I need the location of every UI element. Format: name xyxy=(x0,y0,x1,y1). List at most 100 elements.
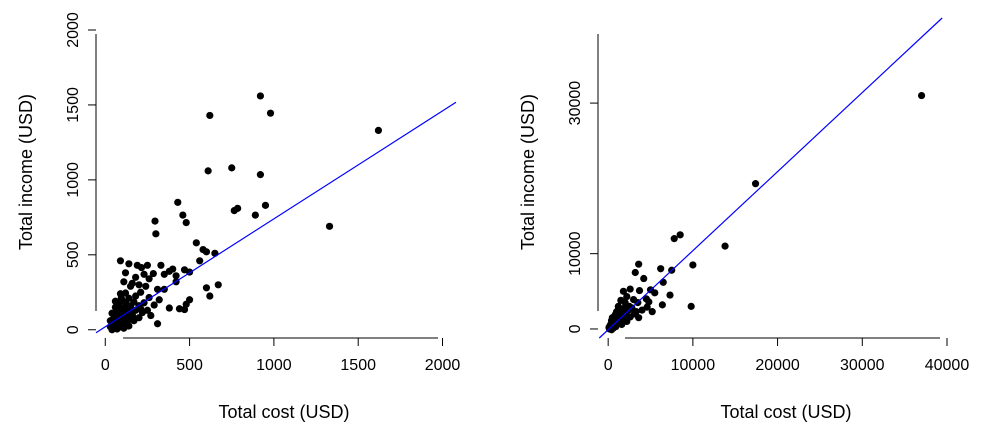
data-point xyxy=(256,92,265,100)
data-point xyxy=(659,278,667,286)
y-tick-label: 1000 xyxy=(65,162,82,198)
data-point xyxy=(150,301,158,309)
data-point xyxy=(125,260,133,268)
right-fit xyxy=(598,17,943,339)
data-point xyxy=(666,291,674,299)
data-point xyxy=(143,306,152,314)
data-point xyxy=(120,278,128,286)
data-point xyxy=(137,288,145,296)
data-point xyxy=(151,217,159,225)
x-tick-label: 0 xyxy=(101,357,110,374)
data-point xyxy=(325,222,334,230)
data-point xyxy=(172,272,180,280)
regression-line xyxy=(95,101,457,334)
data-point xyxy=(153,285,162,293)
data-point xyxy=(651,289,659,297)
data-point xyxy=(230,206,238,215)
x-tick-label: 30000 xyxy=(840,357,885,374)
data-point xyxy=(117,294,125,302)
data-point xyxy=(228,164,236,172)
data-point xyxy=(626,285,634,293)
data-point xyxy=(180,305,189,314)
data-point xyxy=(631,268,639,277)
data-point xyxy=(640,274,648,283)
data-point xyxy=(180,266,189,274)
data-point xyxy=(149,269,157,278)
right-panel: 0 10000 30000 0 10000 20000 30000 40000 Total … xyxy=(518,17,969,422)
data-point xyxy=(143,261,152,269)
data-point xyxy=(132,292,140,300)
y-tick-label: 10000 xyxy=(567,231,584,276)
x-tick-label: 1000 xyxy=(256,357,292,374)
data-point xyxy=(108,326,116,334)
data-point xyxy=(670,235,678,243)
x-tick-label: 1500 xyxy=(340,357,376,374)
data-point xyxy=(206,111,214,120)
data-point xyxy=(211,249,219,257)
data-point xyxy=(204,167,212,175)
y-tick-label: 0 xyxy=(65,325,82,334)
data-point xyxy=(658,301,666,309)
data-point xyxy=(114,302,122,310)
data-point xyxy=(132,273,140,281)
data-point xyxy=(152,230,160,238)
regression-line xyxy=(598,17,943,339)
data-point xyxy=(182,218,190,227)
data-point xyxy=(174,198,182,206)
data-point xyxy=(121,269,130,277)
data-point xyxy=(266,109,275,117)
left-x-ticks: 0 500 1000 1500 2000 xyxy=(101,338,461,374)
data-point xyxy=(123,302,131,310)
data-point xyxy=(689,261,697,269)
data-point xyxy=(623,292,631,301)
x-tick-label: 20000 xyxy=(755,357,800,374)
data-point xyxy=(751,180,760,188)
data-point xyxy=(917,91,926,100)
data-point xyxy=(374,126,383,135)
data-point xyxy=(129,313,137,321)
y-tick-label: 500 xyxy=(65,241,82,268)
right-points xyxy=(605,91,926,334)
data-point xyxy=(638,306,646,314)
data-point xyxy=(608,314,617,322)
data-point xyxy=(261,201,270,209)
data-point xyxy=(157,261,165,269)
data-point xyxy=(635,314,643,322)
right-y-axis-label: Total income (USD) xyxy=(518,94,538,250)
data-point xyxy=(135,281,143,289)
y-tick-label: 2000 xyxy=(65,12,82,48)
data-point xyxy=(645,298,653,306)
x-tick-label: 0 xyxy=(604,357,613,374)
right-x-ticks: 0 10000 20000 30000 40000 xyxy=(604,338,969,374)
data-point xyxy=(192,239,200,247)
data-point xyxy=(116,317,125,326)
data-point xyxy=(206,292,214,300)
data-point xyxy=(179,211,187,219)
y-tick-label: 1500 xyxy=(65,87,82,123)
data-point xyxy=(721,242,729,250)
left-y-axis-label: Total income (USD) xyxy=(16,94,36,250)
data-point xyxy=(619,287,628,295)
y-tick-label: 30000 xyxy=(567,81,584,126)
left-fit xyxy=(95,101,457,334)
x-tick-label: 2000 xyxy=(425,357,461,374)
data-point xyxy=(202,248,211,256)
data-point xyxy=(196,257,204,265)
data-point xyxy=(126,282,135,290)
data-point xyxy=(214,281,222,289)
data-point xyxy=(160,270,168,278)
x-tick-label: 10000 xyxy=(671,357,716,374)
data-point xyxy=(618,320,626,329)
left-panel: 0 500 1000 1500 2000 0 500 1000 1500 2000 Total … xyxy=(16,12,460,422)
data-point xyxy=(155,296,163,304)
data-point xyxy=(687,302,695,310)
data-point xyxy=(140,270,148,278)
data-point xyxy=(632,308,640,316)
data-point xyxy=(202,284,211,292)
data-point xyxy=(147,311,155,320)
data-point xyxy=(165,304,173,312)
data-point xyxy=(635,260,643,268)
data-point xyxy=(251,211,259,219)
data-point xyxy=(145,275,153,283)
